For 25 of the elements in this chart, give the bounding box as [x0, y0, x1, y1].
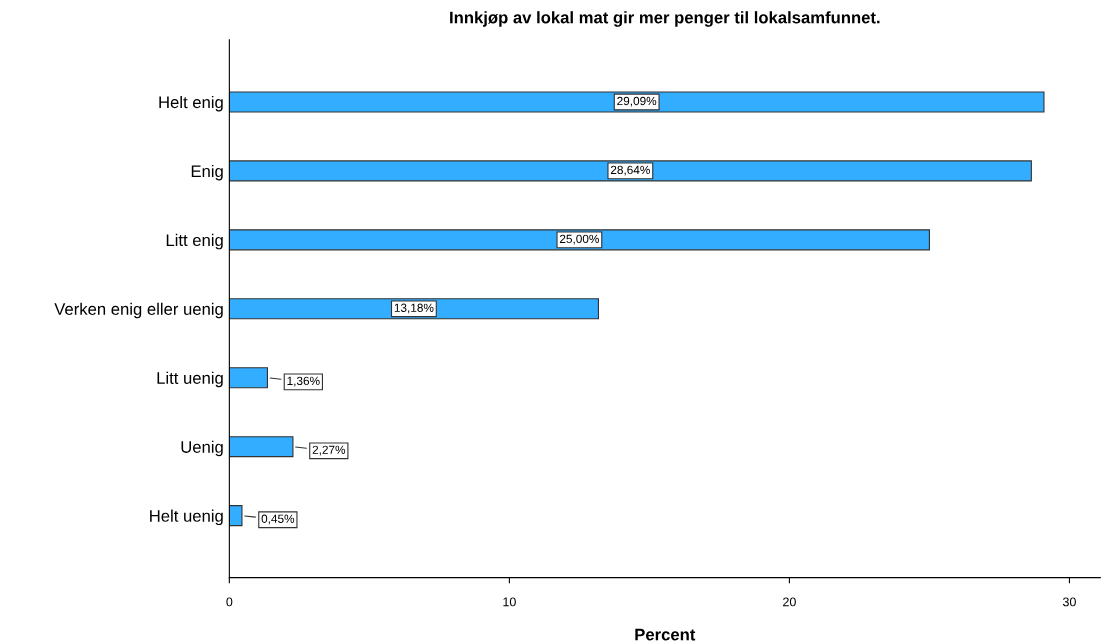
bar: [229, 229, 930, 251]
bar: [229, 367, 268, 389]
data-label: 29,09%: [617, 96, 657, 107]
y-tick-label: Litt uenig: [157, 371, 223, 388]
data-label: 28,64%: [610, 165, 650, 176]
bar: [229, 298, 599, 320]
x-tick-label: 0: [226, 597, 233, 607]
y-tick-label: Helt enig: [159, 95, 223, 112]
y-tick-label: Helt uenig: [150, 509, 223, 526]
data-label: 1,36%: [287, 376, 320, 387]
bar: [229, 160, 1032, 182]
x-axis-title: Percent: [635, 628, 696, 641]
x-tick-label: 20: [783, 597, 796, 607]
data-label: 25,00%: [559, 234, 599, 245]
x-tick-label: 30: [1062, 597, 1076, 607]
bar: [229, 91, 1045, 113]
data-label: 2,27%: [312, 445, 346, 456]
data-label: 0,45%: [261, 514, 295, 525]
y-tick-label: Verken enig eller uenig: [54, 302, 223, 319]
data-label: 13,18%: [394, 303, 434, 314]
y-tick-label: Enig: [191, 164, 223, 181]
y-tick-label: Uenig: [181, 440, 223, 457]
x-tick-label: 10: [503, 597, 516, 607]
y-tick-label: Litt enig: [166, 233, 223, 250]
chart-title: Innkjøp av lokal mat gir mer penger til lokalsamfunnet.: [450, 11, 880, 27]
